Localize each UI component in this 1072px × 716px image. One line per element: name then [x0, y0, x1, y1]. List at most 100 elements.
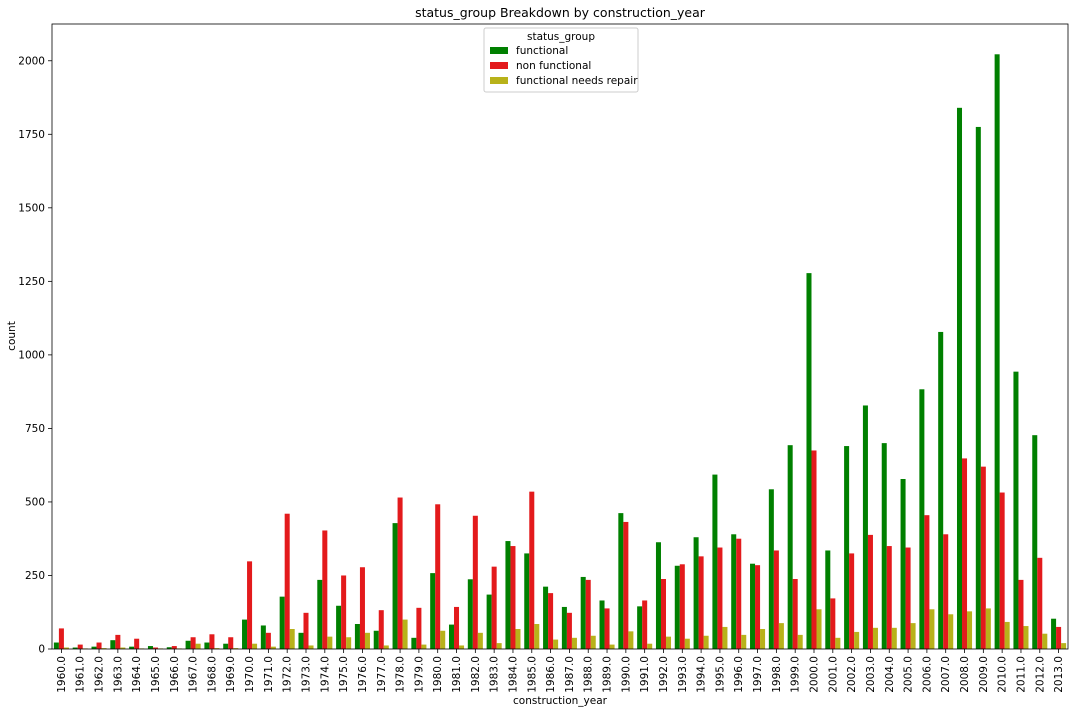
x-tick-label: 1972.0 — [282, 656, 294, 693]
bar-functional-needs-repair-2004 — [891, 627, 897, 649]
bar-functional-1978 — [392, 523, 398, 649]
bar-non-functional-1992 — [660, 579, 666, 649]
bar-functional-1983 — [486, 594, 492, 649]
bar-functional-2012 — [1032, 435, 1038, 649]
y-tick-label: 750 — [25, 423, 45, 435]
bar-functional-1986 — [543, 586, 549, 649]
x-tick-label: 2008.0 — [959, 656, 971, 693]
bar-functional-2002 — [844, 446, 850, 649]
x-tick-label: 1993.0 — [677, 656, 689, 693]
x-tick-label: 1978.0 — [395, 656, 407, 693]
bar-non-functional-1967 — [190, 637, 196, 649]
bar-functional-2010 — [994, 54, 1000, 650]
bar-functional-1977 — [373, 630, 379, 649]
x-tick-label: 1969.0 — [225, 656, 237, 693]
bar-non-functional-1997 — [755, 565, 761, 649]
x-tick-label: 1960.0 — [56, 656, 68, 693]
bar-functional-needs-repair-1999 — [797, 634, 803, 649]
bar-functional-needs-repair-2009 — [985, 608, 991, 649]
bar-functional-needs-repair-1986 — [553, 639, 559, 649]
bar-functional-needs-repair-1969 — [233, 648, 239, 649]
bar-functional-1962 — [91, 646, 97, 649]
legend-items: functional non functional functional needs… — [490, 45, 638, 87]
x-tick-label: 2010.0 — [997, 656, 1009, 693]
legend-swatch-non-functional — [490, 62, 508, 69]
bar-non-functional-1975 — [341, 575, 347, 649]
bars-layer — [53, 54, 1067, 650]
x-tick-label: 1987.0 — [564, 656, 576, 693]
x-tick-label: 1986.0 — [545, 656, 557, 693]
bar-functional-1989 — [599, 600, 605, 649]
x-tick-label: 1970.0 — [244, 656, 256, 693]
y-tick-label: 250 — [25, 570, 45, 582]
bar-non-functional-2000 — [811, 450, 817, 649]
x-tick-label: 1998.0 — [771, 656, 783, 693]
bar-functional-needs-repair-1993 — [684, 638, 690, 649]
x-tick-label: 1968.0 — [206, 656, 218, 693]
x-tick-label: 1999.0 — [790, 656, 802, 693]
bar-functional-1993 — [674, 565, 680, 649]
x-tick-label: 1976.0 — [357, 656, 369, 693]
bar-non-functional-1982 — [472, 515, 478, 649]
bar-functional-needs-repair-2001 — [835, 637, 841, 649]
chart-title: status_group Breakdown by construction_y… — [415, 5, 706, 20]
x-tick-label: 1965.0 — [150, 656, 162, 693]
bar-functional-needs-repair-2000 — [816, 609, 822, 649]
bar-functional-1997 — [750, 563, 756, 649]
bar-functional-needs-repair-1991 — [647, 643, 653, 649]
x-axis: 1960.0 1961.0 1962.0 1963.0 1964.0 1965.0 1966… — [56, 649, 1065, 693]
bar-functional-1990 — [618, 513, 624, 649]
bar-non-functional-1972 — [284, 513, 290, 649]
bar-non-functional-1977 — [378, 610, 384, 649]
x-tick-label: 1989.0 — [602, 656, 614, 693]
bar-functional-2003 — [862, 405, 868, 649]
x-tick-label: 1963.0 — [112, 656, 124, 693]
bar-non-functional-1988 — [585, 579, 591, 649]
bar-functional-1982 — [467, 579, 473, 649]
bar-non-functional-2002 — [849, 553, 855, 649]
bar-non-functional-1974 — [322, 530, 328, 649]
bar-non-functional-1963 — [115, 634, 121, 649]
x-tick-label: 2012.0 — [1034, 656, 1046, 693]
bar-functional-1975 — [336, 605, 342, 649]
bar-functional-needs-repair-1973 — [308, 645, 314, 649]
x-tick-label: 1971.0 — [263, 656, 275, 693]
bar-non-functional-1961 — [77, 644, 83, 649]
bar-functional-1981 — [448, 624, 455, 649]
bar-functional-2004 — [881, 443, 887, 649]
bar-functional-1966 — [166, 647, 172, 649]
bar-functional-1979 — [411, 637, 417, 649]
bar-non-functional-2003 — [867, 534, 873, 649]
x-tick-label: 2006.0 — [921, 656, 933, 693]
bar-functional-needs-repair-1972 — [289, 629, 295, 649]
bar-functional-needs-repair-1976 — [364, 632, 370, 649]
bar-non-functional-1962 — [96, 642, 102, 649]
x-tick-label: 1991.0 — [639, 656, 651, 693]
bar-functional-needs-repair-2008 — [967, 611, 973, 649]
bar-functional-1985 — [524, 553, 530, 649]
bar-non-functional-1978 — [397, 497, 403, 649]
bar-non-functional-2011 — [1018, 579, 1024, 649]
x-tick-label: 1983.0 — [489, 656, 501, 693]
x-tick-label: 1964.0 — [131, 656, 143, 693]
x-axis-label: construction_year — [513, 695, 608, 707]
x-tick-label: 1974.0 — [319, 656, 331, 693]
bar-functional-2006 — [919, 389, 925, 649]
bar-non-functional-1986 — [548, 593, 554, 649]
bar-non-functional-1966 — [171, 646, 177, 649]
bar-functional-1960 — [53, 642, 59, 649]
bar-functional-needs-repair-1996 — [741, 634, 747, 649]
bar-non-functional-1980 — [435, 504, 441, 649]
x-tick-label: 1995.0 — [714, 656, 726, 693]
bar-non-functional-2004 — [886, 546, 892, 649]
bar-functional-1995 — [712, 474, 718, 649]
bar-non-functional-2009 — [980, 466, 986, 649]
y-tick-label: 1500 — [18, 202, 45, 214]
bar-functional-1974 — [317, 579, 323, 649]
bar-non-functional-1984 — [510, 546, 516, 649]
bar-functional-needs-repair-1983 — [496, 643, 502, 649]
x-tick-label: 2013.0 — [1053, 656, 1065, 693]
x-tick-label: 1967.0 — [188, 656, 200, 693]
bar-functional-needs-repair-2007 — [948, 614, 954, 649]
bar-non-functional-2007 — [943, 534, 949, 649]
